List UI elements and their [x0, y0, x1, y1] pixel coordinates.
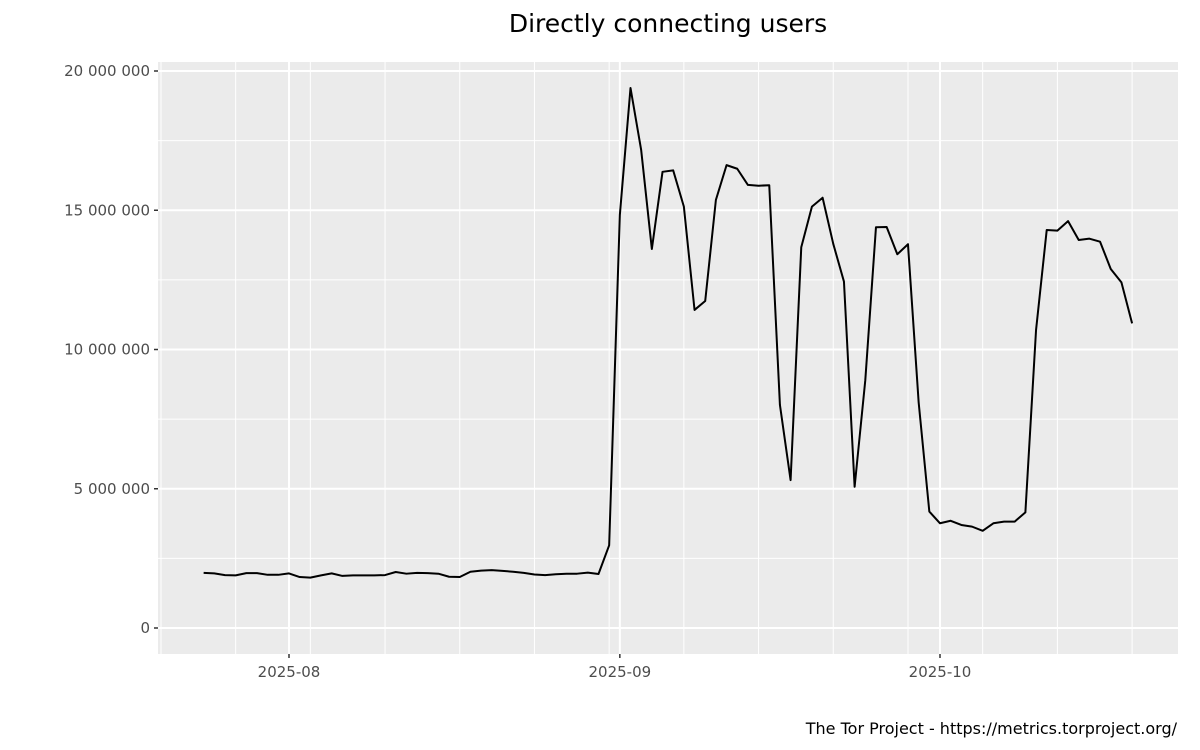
y-tick-label: 0 [140, 619, 150, 637]
x-tick-label: 2025-08 [258, 663, 321, 681]
y-tick-label: 20 000 000 [64, 62, 150, 80]
plot-panel [158, 62, 1178, 654]
y-tick-label: 5 000 000 [74, 480, 150, 498]
x-tick-label: 2025-09 [588, 663, 651, 681]
y-tick-label: 15 000 000 [64, 201, 150, 219]
x-tick-label: 2025-10 [909, 663, 972, 681]
y-tick-label: 10 000 000 [64, 341, 150, 359]
series-line [203, 86, 1134, 579]
chart-caption: The Tor Project - https://metrics.torpro… [805, 719, 1178, 738]
chart-title: Directly connecting users [509, 9, 827, 38]
